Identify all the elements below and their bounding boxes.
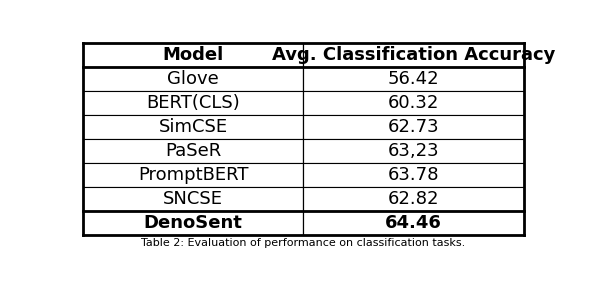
- Text: Table 2: Evaluation of performance on classification tasks.: Table 2: Evaluation of performance on cl…: [141, 238, 465, 248]
